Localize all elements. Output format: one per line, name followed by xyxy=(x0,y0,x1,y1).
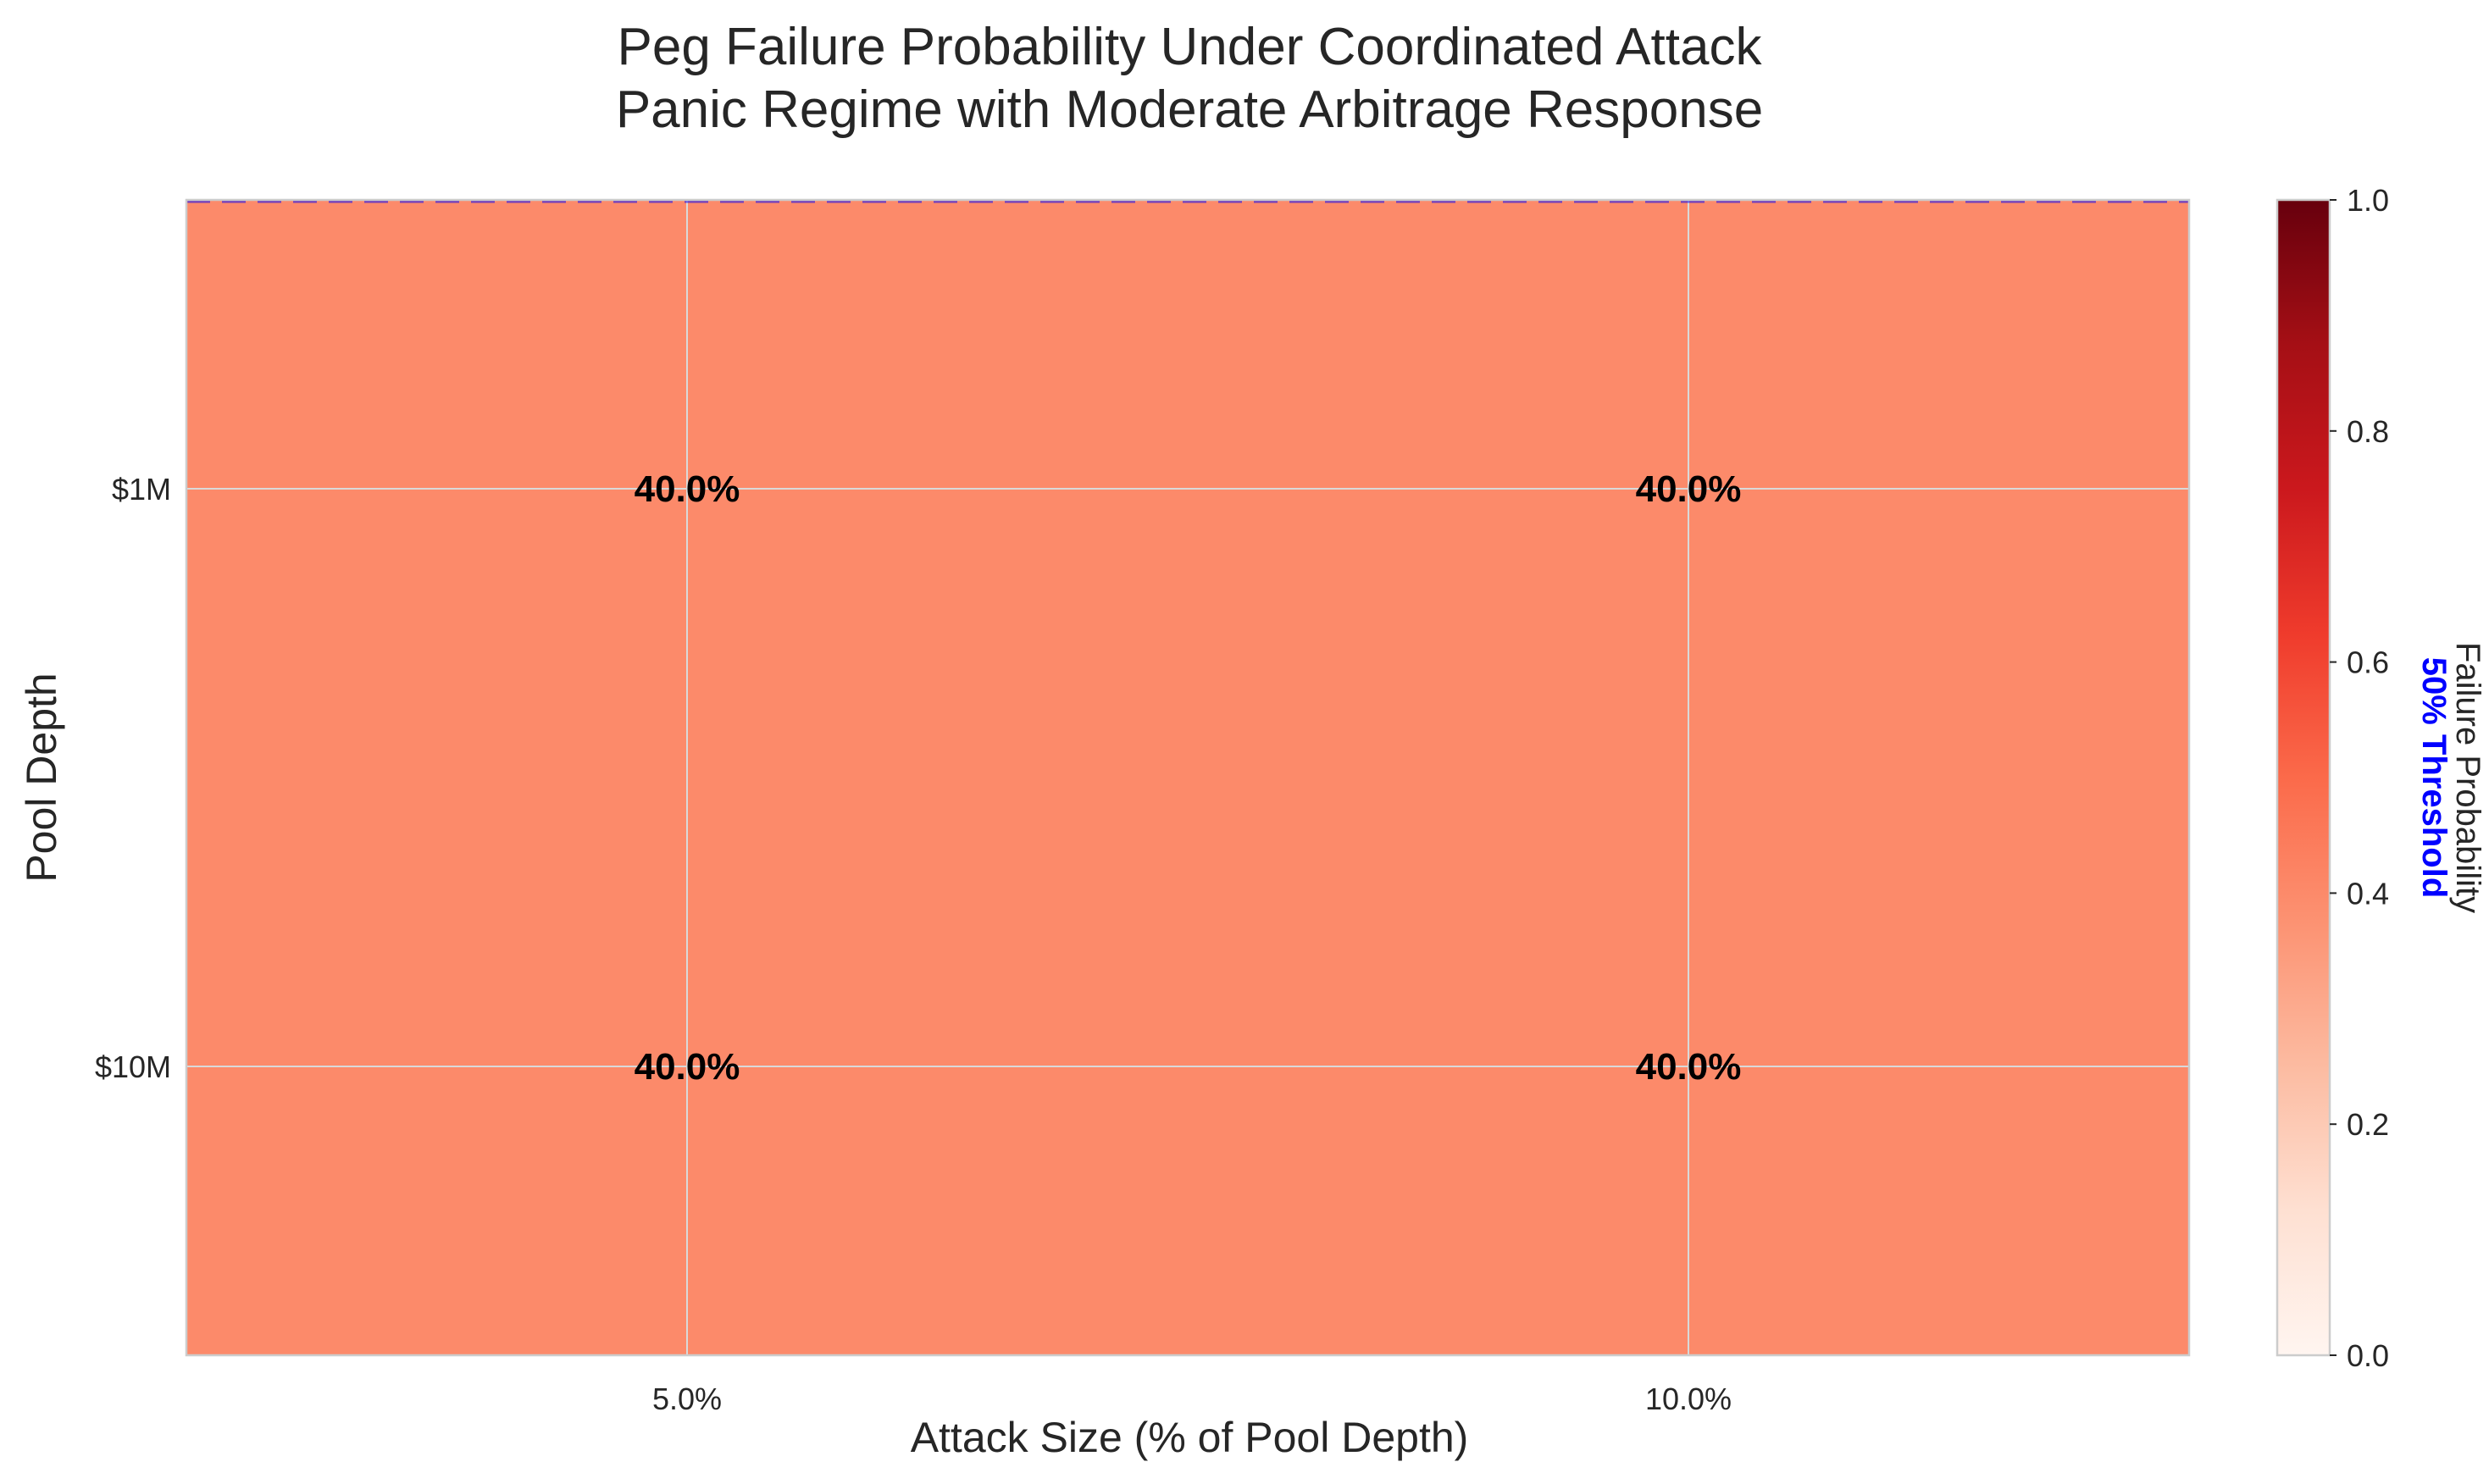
chart-title: Peg Failure Probability Under Coordinate… xyxy=(618,18,1763,76)
x-tick-label: 5.0% xyxy=(652,1382,722,1416)
colorbar-tick-label: 0.4 xyxy=(2347,876,2389,911)
cell-labels: 40.0% 40.0% 40.0% 40.0% xyxy=(635,468,1742,1088)
y-tick-labels: $1M $10M xyxy=(95,472,171,1084)
colorbar-tick-label: 0.2 xyxy=(2347,1107,2389,1142)
x-tick-labels: 5.0% 10.0% xyxy=(652,1382,1732,1416)
colorbar-tick-label: 0.6 xyxy=(2347,645,2389,680)
heatmap-cells xyxy=(186,200,2189,1355)
colorbar-tick-label: 1.0 xyxy=(2347,183,2389,218)
x-tick-label: 10.0% xyxy=(1645,1382,1732,1416)
chart-subtitle: Panic Regime with Moderate Arbitrage Res… xyxy=(616,80,1763,139)
colorbar-bar xyxy=(2276,198,2331,1357)
y-tick-label: $1M xyxy=(112,472,171,507)
grid-lines xyxy=(186,200,2189,1355)
plot-border xyxy=(185,198,2191,1357)
colorbar-tick-label: 0.8 xyxy=(2347,414,2389,449)
cell-value-label: 40.0% xyxy=(635,468,740,510)
y-axis-label: Pool Depth xyxy=(18,673,65,882)
cell-value-label: 40.0% xyxy=(1636,468,1742,510)
cell-value-label: 40.0% xyxy=(1636,1046,1742,1088)
cell-value-label: 40.0% xyxy=(635,1046,740,1088)
colorbar-tick-label: 0.0 xyxy=(2347,1338,2389,1373)
colorbar: 0.0 0.2 0.4 0.6 0.8 1.0 xyxy=(2276,183,2389,1373)
y-tick-label: $10M xyxy=(95,1049,171,1084)
colorbar-label: Failure Probability xyxy=(2449,642,2486,913)
plot-frame xyxy=(185,198,2191,1357)
threshold-label: 50% Threshold xyxy=(2415,657,2453,899)
x-axis-label: Attack Size (% of Pool Depth) xyxy=(911,1414,1469,1461)
